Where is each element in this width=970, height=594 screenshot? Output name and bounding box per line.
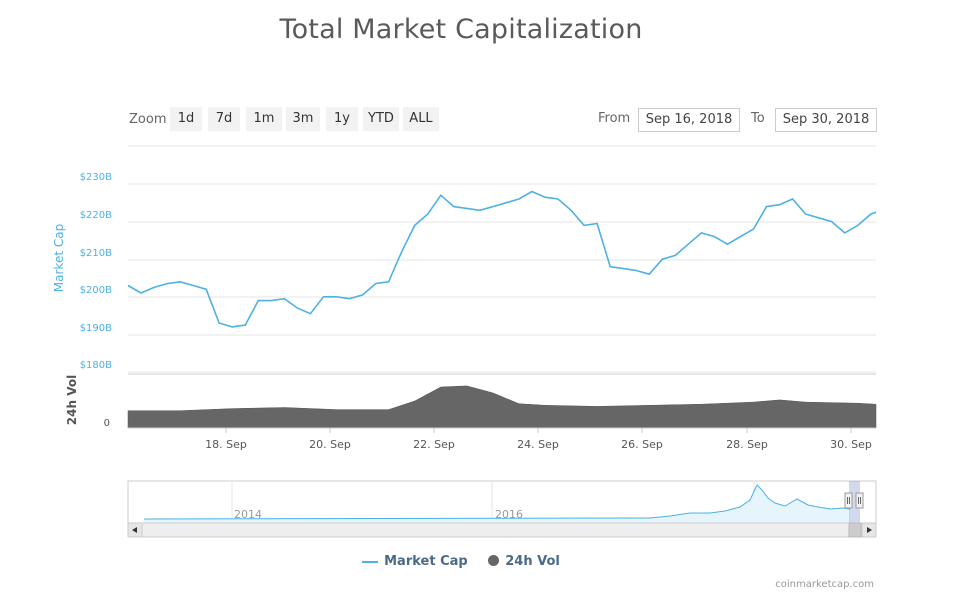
volume-axis-title: 24h Vol [65, 375, 79, 425]
scrollbar-track[interactable] [127, 522, 877, 538]
zoom-ytd-button[interactable]: YTD [363, 107, 399, 131]
x-tick-label: 30. Sep [830, 438, 872, 451]
credits-link[interactable]: coinmarketcap.com [775, 579, 874, 590]
navigator-tick-label: 2014 [234, 508, 262, 521]
zoom-all-button[interactable]: ALL [403, 107, 439, 131]
navigator-selected-range[interactable] [849, 481, 860, 523]
from-label: From [598, 111, 631, 126]
zoom-1d-button[interactable]: 1d [170, 107, 202, 131]
navigator-tick-label: 2016 [495, 508, 523, 521]
y-tick-label: $190B [80, 323, 112, 334]
legend-dot-icon [488, 555, 500, 566]
x-tick-label: 18. Sep [205, 438, 247, 451]
y-axis-ticks: $230B $220B $210B $200B $190B $180B [80, 172, 112, 371]
legend-label: Market Cap [384, 554, 468, 569]
navigator-handle-left[interactable] [844, 492, 853, 509]
y-tick-label: $200B [80, 285, 112, 296]
arrow-right-icon [867, 527, 872, 533]
scrollbar-thumb[interactable] [848, 522, 862, 538]
legend-label: 24h Vol [505, 554, 560, 569]
y-axis-title: Market Cap [52, 224, 66, 292]
zoom-label: Zoom [129, 112, 167, 127]
y-tick-label: $230B [80, 172, 112, 183]
legend-item-market-cap[interactable]: Market Cap [362, 554, 468, 569]
y-tick-label: $180B [80, 360, 112, 371]
to-date-input[interactable] [775, 108, 877, 132]
x-axis-ticks: 18. Sep 20. Sep 22. Sep 24. Sep 26. Sep … [205, 428, 872, 451]
y-tick-label: $210B [80, 248, 112, 259]
x-tick-label: 26. Sep [621, 438, 663, 451]
from-date-input[interactable] [638, 108, 740, 132]
zoom-7d-button[interactable]: 7d [208, 107, 240, 131]
y-tick-label: $220B [80, 210, 112, 221]
volume-tick-label: 0 [104, 418, 110, 429]
chart-title: Total Market Capitalization [279, 14, 643, 45]
x-tick-label: 22. Sep [413, 438, 455, 451]
arrow-left-icon [132, 527, 137, 533]
x-tick-label: 28. Sep [726, 438, 768, 451]
navigator-scrollbar[interactable] [127, 522, 877, 538]
x-tick-label: 20. Sep [309, 438, 351, 451]
navigator-series-line [143, 484, 851, 520]
navigator-handle-right[interactable] [855, 492, 864, 509]
legend-item-volume[interactable]: 24h Vol [488, 554, 560, 569]
market-cap-line [127, 190, 877, 328]
legend: Market Cap 24h Vol [0, 554, 922, 569]
navigator[interactable]: 2014 2016 2018 [127, 480, 877, 524]
zoom-1m-button[interactable]: 1m [246, 107, 282, 131]
grid-lines [128, 145, 876, 373]
zoom-1y-button[interactable]: 1y [326, 107, 358, 131]
x-tick-label: 24. Sep [517, 438, 559, 451]
legend-line-icon [362, 560, 379, 563]
zoom-3m-button[interactable]: 3m [286, 107, 320, 131]
to-label: To [751, 111, 765, 126]
volume-area [127, 385, 877, 429]
